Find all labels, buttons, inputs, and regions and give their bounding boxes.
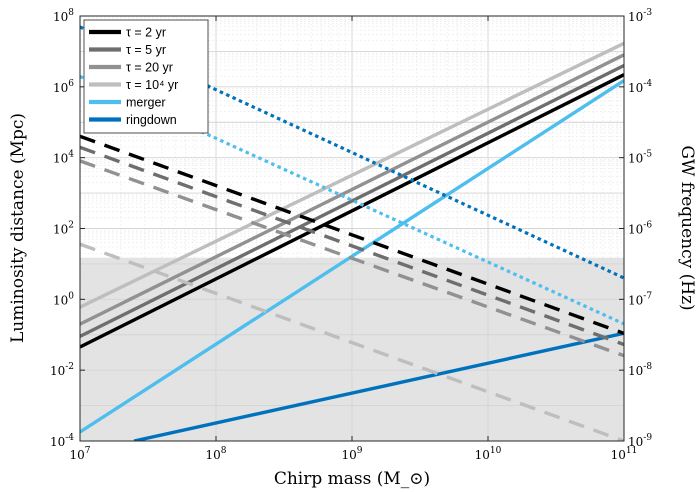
series-4-line [80, 79, 624, 434]
y-left-tick-label-5: 106 [53, 79, 74, 95]
x-tick-label-2: 109 [341, 446, 362, 462]
legend-box [83, 19, 209, 134]
y-left-tick-label-0: 10-4 [50, 433, 74, 449]
y-left-tick-label-6: 108 [53, 8, 74, 24]
series-8-line [80, 159, 624, 358]
y-left-tick-label-3: 102 [53, 221, 74, 237]
y-left-tick-label-4: 104 [53, 150, 74, 166]
x-tick-label-1: 108 [205, 446, 226, 462]
y-left-tick-label-1: 10-2 [50, 362, 74, 378]
series-3-line [80, 41, 624, 309]
series-7-line [80, 145, 624, 347]
legend: τ = 2 yr τ = 5 yr τ = 20 yr τ = 10⁴ yr merge… [83, 19, 209, 134]
y-axis-label-left: Luminosity distance (Mpc) [8, 113, 28, 343]
y-right-tick-label-6: 10-3 [628, 8, 652, 24]
legend-label-2: τ = 20 yr [126, 61, 173, 75]
x-tick-label-3: 1010 [475, 446, 502, 462]
series-1-line [80, 63, 624, 338]
series-6-line [80, 134, 624, 335]
y-axis-label-right-text: GW frequency (Hz) [677, 145, 697, 310]
grid [80, 16, 624, 441]
y-right-tick-label-3: 10-6 [628, 221, 652, 237]
x-tick-label-4: 1011 [611, 446, 638, 462]
y-right-tick-label-4: 10-5 [628, 150, 652, 166]
series-0-line [80, 73, 624, 349]
legend-label-1: τ = 5 yr [126, 43, 166, 57]
legend-label-4: merger [126, 96, 166, 110]
series-5-line [133, 331, 624, 441]
legend-label-3: τ = 10⁴ yr [126, 78, 178, 92]
y-right-tick-label-2: 10-7 [628, 291, 652, 307]
legend-label-5: ringdown [126, 113, 177, 127]
legend-label-0: τ = 2 yr [126, 26, 166, 40]
x-tick-label-0: 107 [69, 446, 90, 462]
tick-layer: 107 108 109 1010 1011 10-4 10-2 100 102 104 106 108… [50, 8, 652, 462]
y-right-tick-label-1: 10-8 [628, 362, 652, 378]
y-right-tick-label-5: 10-4 [628, 79, 652, 95]
series-2-line [80, 53, 624, 326]
y-left-tick-label-2: 100 [53, 291, 74, 307]
x-axis-label-text: Chirp mass (M_⊙) [274, 469, 430, 489]
y-axis-label-left-text: Luminosity distance (Mpc) [8, 113, 28, 343]
y-axis-label-right: GW frequency (Hz) [677, 145, 697, 310]
x-axis-label: Chirp mass (M_⊙) [274, 469, 430, 489]
y-right-tick-label-0: 10-9 [628, 433, 652, 449]
series-9-line [80, 242, 624, 441]
